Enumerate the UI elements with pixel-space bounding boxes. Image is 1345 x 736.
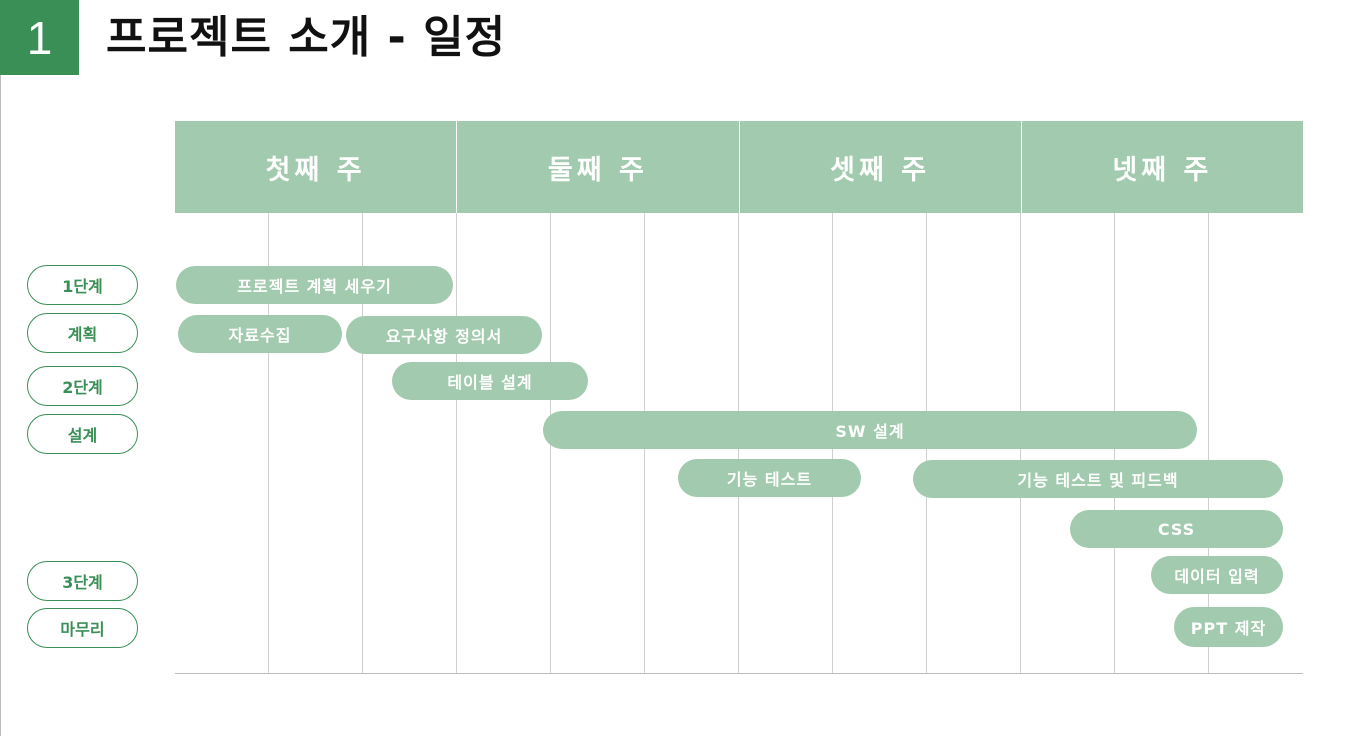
slide-left-border [0, 0, 1, 736]
stage-label-3: 3단계 [27, 561, 138, 601]
task-bar-data-collection: 자료수집 [178, 315, 342, 353]
grid-line [362, 213, 363, 673]
stage-label-design: 설계 [27, 414, 138, 454]
stage-label-1: 1단계 [27, 265, 138, 305]
grid-line [1208, 213, 1209, 673]
slide-number: 1 [26, 11, 53, 64]
stage-label-plan: 계획 [27, 313, 138, 353]
task-bar-sw-design: SW 설계 [543, 411, 1197, 449]
slide-title: 프로젝트 소개 - 일정 [106, 12, 507, 63]
task-bar-test-feedback: 기능 테스트 및 피드백 [913, 460, 1283, 498]
stage-label-2: 2단계 [27, 366, 138, 406]
task-bar-project-plan: 프로젝트 계획 세우기 [176, 266, 453, 304]
task-bar-table-design: 테이블 설계 [392, 362, 588, 400]
task-bar-requirements: 요구사항 정의서 [346, 316, 542, 354]
task-bar-ppt: PPT 제작 [1174, 607, 1283, 647]
timeline-baseline [175, 673, 1303, 674]
grid-line [456, 213, 457, 673]
week-4-header: 넷째 주 [1112, 154, 1213, 186]
week-header: 첫째 주 둘째 주 셋째 주 넷째 주 [175, 121, 1303, 213]
grid-line [268, 213, 269, 673]
week-1-header: 첫째 주 [175, 121, 458, 213]
slide-number-badge: 1 [0, 0, 79, 75]
task-bar-data-input: 데이터 입력 [1151, 556, 1283, 594]
week-2-header: 둘째 주 [457, 121, 740, 213]
task-bar-css: CSS [1070, 510, 1283, 548]
task-bar-function-test: 기능 테스트 [678, 459, 861, 497]
week-3-header: 셋째 주 [740, 121, 1022, 213]
stage-label-finish: 마무리 [27, 608, 138, 648]
